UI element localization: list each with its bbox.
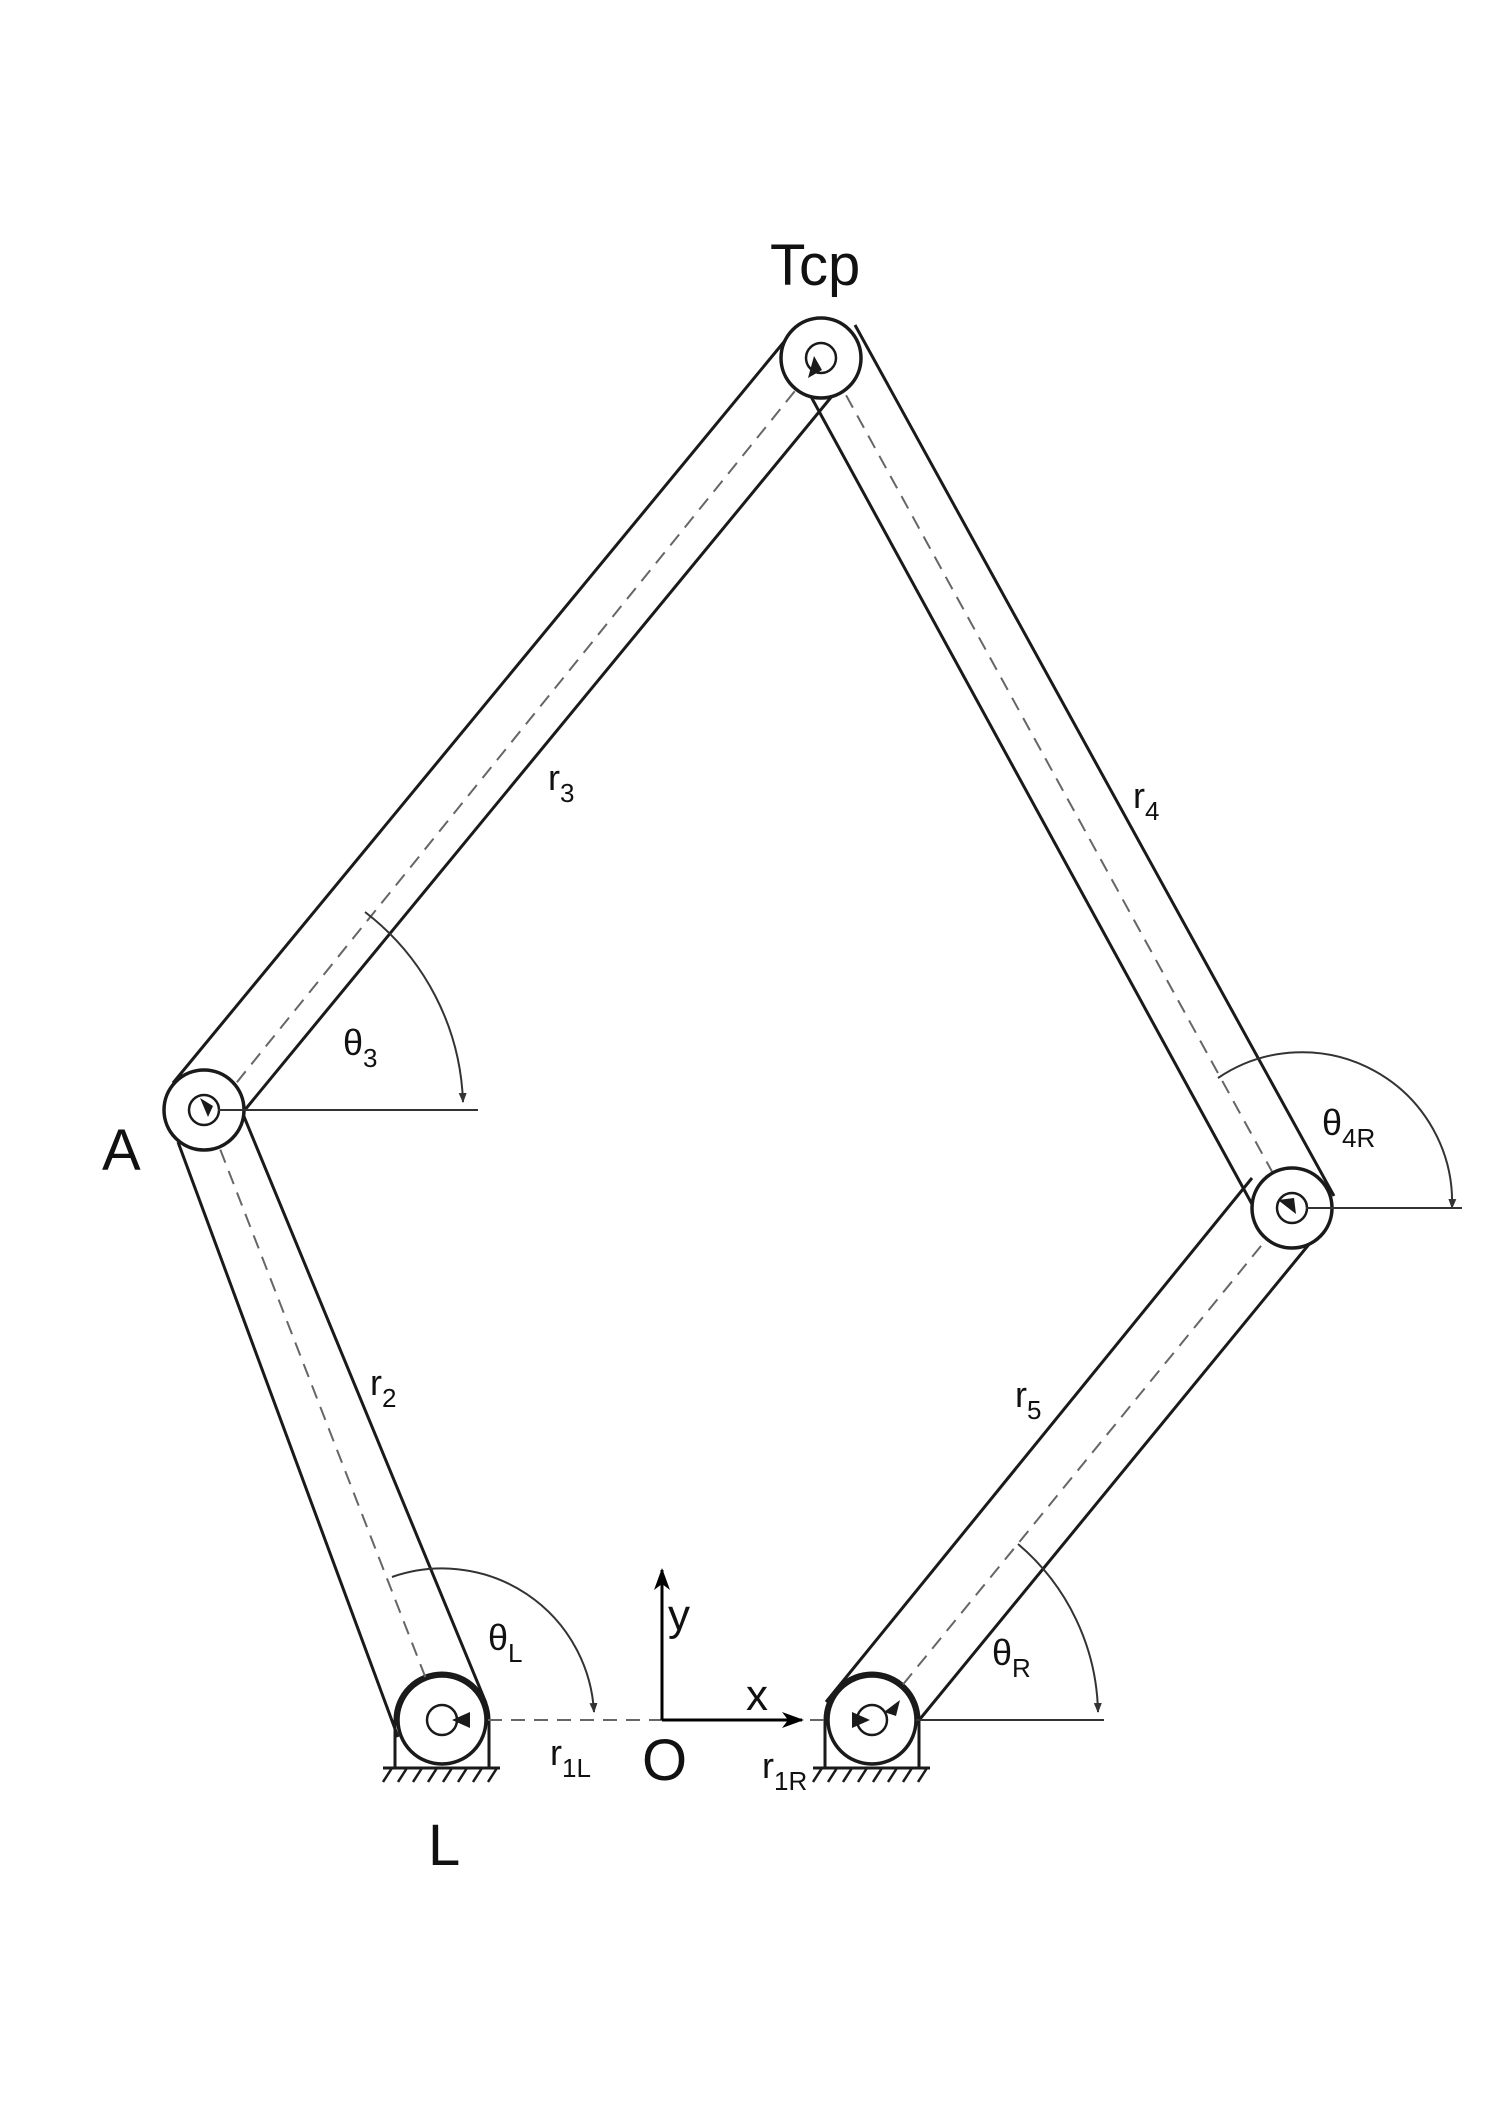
label-tcp: Tcp [770,233,860,298]
label-thetal: θL [488,1617,523,1668]
link-r4 [789,324,1336,1229]
label-axis-x: x [746,1671,768,1720]
joint-l [396,1674,488,1766]
label-a: A [102,1118,141,1183]
coordinate-axes [654,1568,804,1728]
label-theta4r: θ4R [1322,1102,1375,1153]
label-r4: r4 [1133,775,1159,826]
label-r5: r5 [1015,1374,1041,1425]
link-r3 [171,336,844,1129]
label-r1r: r1R [762,1745,807,1796]
label-thetar: θR [992,1632,1031,1683]
link-r2 [176,1101,488,1738]
label-axis-y: y [668,1591,690,1640]
label-r3: r3 [548,757,574,808]
label-r2: r2 [370,1362,396,1413]
angle-arc-theta3 [364,911,467,1103]
joint-tcp [779,316,863,400]
vector-arrowheads [200,356,1296,1728]
label-origin: O [642,1728,687,1793]
label-l: L [428,1813,460,1878]
link-r5 [824,1177,1317,1721]
label-r1l: r1L [550,1732,591,1783]
label-theta3: θ3 [343,1022,378,1073]
angle-arc-theta4r [1217,1051,1457,1209]
joint-right-base [826,1674,918,1766]
angle-arc-thetal [391,1567,598,1713]
angle-arc-thetar [1017,1543,1102,1713]
